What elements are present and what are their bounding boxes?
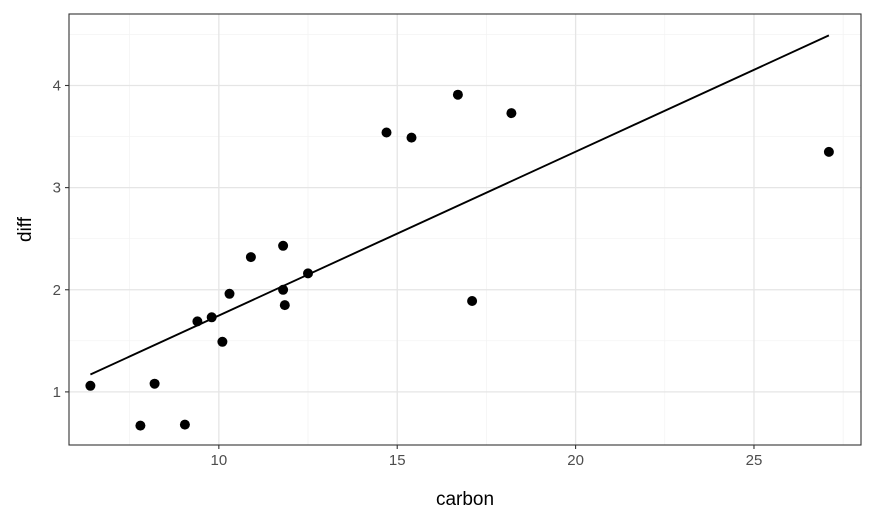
- data-point: [149, 378, 160, 389]
- data-point: [135, 420, 146, 431]
- plot-panel-border: [68, 13, 862, 446]
- data-point: [506, 108, 517, 119]
- y-axis: 1 2 3 4: [53, 77, 69, 401]
- x-axis-title: carbon: [436, 489, 494, 510]
- x-tick-label: 25: [746, 452, 763, 469]
- data-point: [217, 336, 228, 347]
- data-point: [192, 316, 203, 327]
- data-point: [224, 288, 235, 299]
- major-gridlines: [69, 14, 861, 445]
- data-point: [278, 240, 289, 251]
- minor-gridlines: [69, 14, 861, 445]
- data-point: [452, 89, 463, 100]
- data-points: [85, 89, 834, 431]
- data-point: [279, 300, 290, 311]
- data-point: [245, 252, 256, 263]
- data-point: [85, 380, 96, 391]
- data-point: [381, 127, 392, 138]
- y-tick-label: 4: [53, 77, 61, 94]
- y-axis-title: diff: [15, 216, 36, 242]
- x-tick-label: 20: [567, 452, 584, 469]
- data-point: [823, 146, 834, 157]
- y-tick-label: 1: [53, 384, 61, 401]
- data-point: [467, 296, 478, 306]
- x-tick-label: 10: [210, 452, 227, 469]
- data-point: [206, 312, 217, 323]
- y-tick-label: 2: [53, 282, 61, 299]
- x-tick-label: 15: [389, 452, 406, 469]
- x-axis: 10 15 20 25: [210, 445, 762, 469]
- y-tick-label: 3: [53, 180, 61, 197]
- data-point: [406, 132, 417, 143]
- data-point: [179, 419, 190, 430]
- data-point: [303, 268, 313, 279]
- data-point: [278, 284, 289, 295]
